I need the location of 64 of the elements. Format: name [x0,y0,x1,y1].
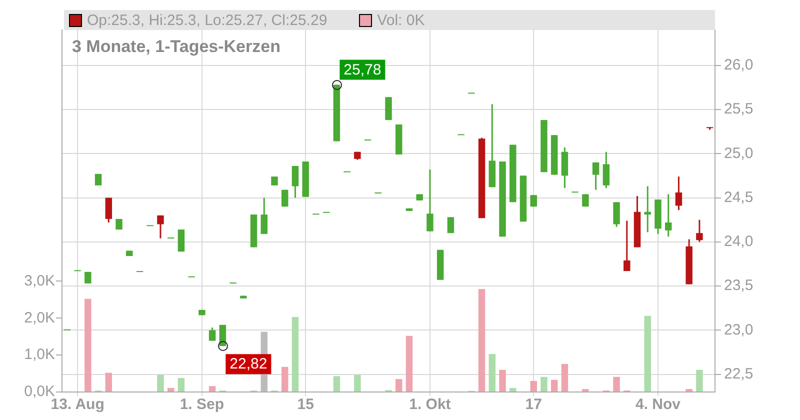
candlestick [592,162,600,191]
y-tick-label: 23,0 [724,321,754,338]
bar [395,379,402,392]
y-tick-label: 25,0 [724,144,754,162]
annotation: 22,82 [230,356,268,373]
candlestick [157,214,164,240]
bar [167,388,174,392]
bar [478,288,486,392]
candlestick [582,193,589,208]
bar [561,364,568,392]
y-tick-label: 25,5 [724,100,754,118]
candlestick [208,326,216,342]
candlestick [178,228,185,252]
x-tick-label: 15 [297,396,314,414]
bar [105,372,112,392]
candlestick [624,220,630,272]
x-tick-label: 1. Okt [409,396,451,414]
bar [281,366,288,392]
x-tick-label: 1. Sep [180,396,224,414]
candlestick [696,219,703,243]
bar [550,380,558,392]
candlestick [664,193,672,238]
bar [540,376,548,392]
bar [84,298,92,392]
candlestick [644,186,651,233]
bar [510,388,516,392]
bar [499,370,506,392]
x-tick-label: 13. Aug [50,396,104,414]
candlestick [260,197,268,235]
bar [530,380,537,392]
bar [406,336,413,392]
candlestick [613,201,620,228]
candlestick [105,197,112,224]
y-tick-label: 22,5 [724,365,754,382]
candlestick [292,165,299,199]
bar [644,316,651,392]
candlestick [675,176,682,211]
candlestick [602,151,610,189]
bar [157,375,164,392]
candlestick [426,168,434,232]
y2-tick-label: 2,0K [24,309,55,326]
bar [333,376,340,392]
x-tick-label: 4. Nov [635,396,682,414]
bar [488,354,496,392]
bar [613,376,620,392]
y-tick-label: 24,0 [724,233,754,250]
bar [178,378,185,392]
annotation: 25,78 [344,61,382,78]
candlestick [447,216,454,234]
bar [208,386,216,392]
x-tick-label: 17 [525,396,542,414]
y-tick-label: 26,0 [724,56,754,74]
y2-tick-label: 1,0K [24,346,55,364]
bar [292,317,299,392]
bar [354,375,361,392]
y-tick-label: 24,5 [724,188,754,206]
candlestick [561,146,568,189]
chart-title: 3 Monate, 1-Tages-Kerzen [72,37,280,56]
y-tick-label: 23,5 [724,277,754,294]
bar [696,370,703,392]
text: Vol: 0K [377,12,425,28]
text: Op:25.3, Hi:25.3, Lo:25.27, Cl:25.29 [87,12,328,28]
candlestick [385,96,392,121]
y2-tick-label: 3,0K [24,272,55,290]
